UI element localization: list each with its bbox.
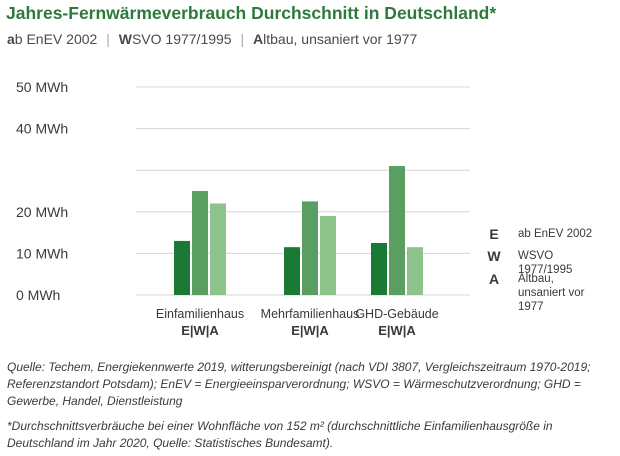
y-tick-label: 20 MWh: [16, 204, 68, 220]
y-tick-label: 10 MWh: [16, 245, 68, 261]
subtitle-item-initial: a: [7, 31, 15, 47]
legend-label: ab EnEV 2002: [518, 228, 593, 240]
subtitle-item-wsvo: WSVO 1977/1995: [119, 31, 232, 47]
x-category-sublabel: E|W|A: [181, 323, 219, 338]
x-category-label: GHD-Gebäude: [355, 307, 438, 321]
bar-e-1: [284, 247, 300, 295]
x-category-sublabel: E|W|A: [378, 323, 416, 338]
legend-letter: A: [488, 271, 500, 287]
subtitle-item-initial: W: [118, 31, 132, 47]
x-category-label: Einfamilienhaus: [156, 307, 244, 321]
bar-a-0: [210, 203, 226, 295]
subtitle-item-text: ltbau, unsaniert vor 1977: [263, 31, 418, 47]
y-tick-label: 0 MWh: [16, 287, 60, 303]
chart-subtitle: ab EnEV 2002 | WSVO 1977/1995 | Altbau, …: [7, 31, 417, 47]
bar-w-1: [302, 201, 318, 295]
y-tick-label: 50 MWh: [16, 79, 68, 95]
legend-letter: E: [489, 226, 499, 242]
subtitle-item-initial: A: [253, 31, 264, 47]
bar-a-1: [320, 215, 336, 295]
source-note: Quelle: Techem, Energiekennwerte 2019, w…: [7, 360, 591, 408]
subtitle-separator: |: [240, 31, 245, 47]
x-category-label: Mehrfamilienhaus: [261, 307, 360, 321]
bar-w-2: [389, 166, 405, 295]
legend-letter: W: [487, 248, 501, 264]
subtitle-item-altbau: Altbau, unsaniert vor 1977: [253, 31, 417, 47]
bar-e-0: [174, 240, 190, 295]
bar-w-0: [192, 191, 208, 295]
bar-a-2: [407, 247, 423, 295]
bar-e-2: [371, 243, 387, 295]
subtitle-item-enev: ab EnEV 2002: [7, 31, 97, 47]
bar-chart: 0 MWh 10 MWh 20 MWh 40 MWh 50 MWh Einfamilien…: [16, 79, 470, 338]
subtitle-item-text: SVO 1977/1995: [131, 31, 232, 47]
chart-notes: Quelle: Techem, Energiekennwerte 2019, w…: [7, 359, 607, 452]
footnote: *Durchschnittsverbräuche bei einer Wohnf…: [7, 419, 553, 450]
legend-label: WSVO 1977/1995: [518, 250, 573, 276]
x-category-sublabel: E|W|A: [291, 323, 329, 338]
subtitle-separator: |: [106, 31, 110, 47]
y-tick-label: 40 MWh: [16, 121, 68, 137]
subtitle-item-text: b EnEV 2002: [14, 31, 98, 47]
chart-title: Jahres-Fernwärmeverbrauch Durchschnitt i…: [6, 3, 497, 23]
legend-label: Altbau, unsaniert vor 1977: [518, 273, 585, 313]
